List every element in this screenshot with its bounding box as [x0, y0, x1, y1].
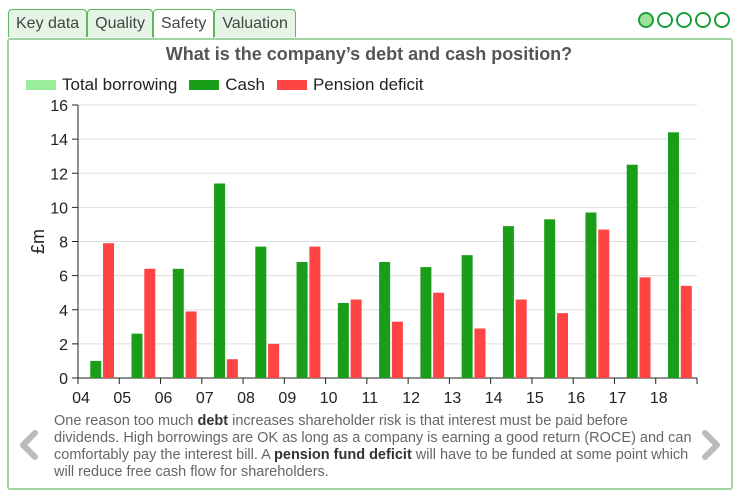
y-tick-label: 12 [50, 166, 68, 183]
legend-label-pension-deficit: Pension deficit [312, 75, 424, 94]
bar-cash [90, 360, 102, 378]
bar-pension-deficit [556, 313, 568, 378]
x-tick-label: 16 [567, 390, 585, 407]
chart-legend: Total borrowing Cash Pension deficit [26, 75, 436, 95]
x-tick-label: 09 [278, 390, 296, 407]
x-tick-label: 12 [402, 390, 420, 407]
bar-pension-deficit [680, 285, 692, 378]
legend-label-cash: Cash [225, 75, 265, 94]
x-tick-label: 18 [650, 390, 668, 407]
pager-dot-3[interactable] [676, 12, 692, 28]
y-axis-label: £m [28, 229, 48, 254]
legend-swatch-total-borrowing [26, 80, 56, 90]
bar-pension-deficit [185, 311, 197, 378]
legend-item-pension-deficit[interactable]: Pension deficit [276, 75, 424, 95]
bar-cash [626, 164, 638, 378]
y-tick-label: 0 [59, 371, 68, 388]
explanation-text: One reason too much debt increases share… [54, 413, 694, 481]
bar-pension-deficit [433, 292, 445, 378]
x-tick-label: 13 [444, 390, 462, 407]
caption-part-2: increases shareholder risk is that inter… [54, 413, 692, 463]
x-tick-label: 15 [526, 390, 544, 407]
x-tick-label: 10 [320, 390, 338, 407]
bar-pension-deficit [309, 246, 321, 378]
legend-item-total-borrowing[interactable]: Total borrowing [26, 75, 177, 95]
bar-pension-deficit [515, 299, 527, 378]
tab-valuation[interactable]: Valuation [214, 9, 296, 37]
y-tick-label: 2 [59, 337, 68, 354]
bar-cash [172, 268, 184, 378]
tab-bar: Key data Quality Safety Valuation [8, 9, 296, 40]
bar-cash [131, 333, 143, 378]
x-tick-label: 04 [72, 390, 90, 407]
bar-cash [337, 302, 349, 378]
y-tick-label: 10 [50, 200, 68, 217]
bar-pension-deficit [598, 229, 610, 378]
legend-swatch-cash [189, 80, 220, 90]
bar-cash [461, 255, 473, 378]
bar-pension-deficit [350, 299, 362, 378]
bar-cash [255, 246, 267, 378]
bar-cash [544, 219, 556, 378]
bar-cash [585, 212, 597, 378]
x-tick-label: 06 [155, 390, 173, 407]
x-tick-label: 11 [362, 390, 379, 407]
bar-pension-deficit [639, 277, 651, 378]
tab-key-data[interactable]: Key data [8, 9, 88, 37]
y-tick-label: 8 [59, 235, 68, 252]
bar-pension-deficit [474, 328, 486, 378]
tab-safety[interactable]: Safety [152, 9, 215, 40]
bar-pension-deficit [226, 359, 238, 378]
x-tick-label: 07 [196, 390, 214, 407]
y-tick-label: 14 [50, 132, 68, 149]
pager-dot-2[interactable] [657, 12, 673, 28]
bar-cash [296, 261, 308, 378]
tab-quality[interactable]: Quality [87, 9, 153, 37]
caption-part-1: One reason too much [54, 413, 198, 429]
bar-pension-deficit [103, 243, 115, 378]
bar-pension-deficit [144, 268, 156, 378]
content-panel [7, 38, 733, 490]
chart-title: What is the company’s debt and cash posi… [165, 44, 573, 64]
x-tick-label: 05 [113, 390, 131, 407]
legend-swatch-pension-deficit [276, 80, 307, 90]
bar-cash [214, 183, 226, 378]
bar-cash [667, 132, 679, 378]
chevron-right-icon[interactable] [700, 430, 722, 460]
caption-bold-pension: pension fund deficit [274, 447, 412, 463]
y-tick-label: 4 [59, 303, 68, 320]
x-tick-label: 08 [237, 390, 255, 407]
caption-bold-debt: debt [197, 413, 229, 429]
pager-dot-5[interactable] [714, 12, 730, 28]
y-tick-label: 6 [59, 269, 68, 286]
x-tick-label: 14 [485, 390, 503, 407]
bar-cash [420, 267, 432, 378]
legend-item-cash[interactable]: Cash [189, 75, 265, 95]
y-tick-label: 16 [50, 98, 68, 115]
bar-cash [502, 226, 514, 378]
bar-pension-deficit [391, 321, 403, 378]
bar-pension-deficit [268, 343, 280, 378]
legend-label-total-borrowing: Total borrowing [62, 75, 178, 94]
x-tick-label: 17 [609, 390, 627, 407]
caption-part-3: will have to be funded at some point whi… [54, 447, 689, 480]
chevron-left-icon[interactable] [18, 430, 40, 460]
bar-cash [379, 261, 391, 378]
pager-dot-1[interactable] [638, 12, 654, 28]
pager-dots [638, 12, 730, 28]
pager-dot-4[interactable] [695, 12, 711, 28]
